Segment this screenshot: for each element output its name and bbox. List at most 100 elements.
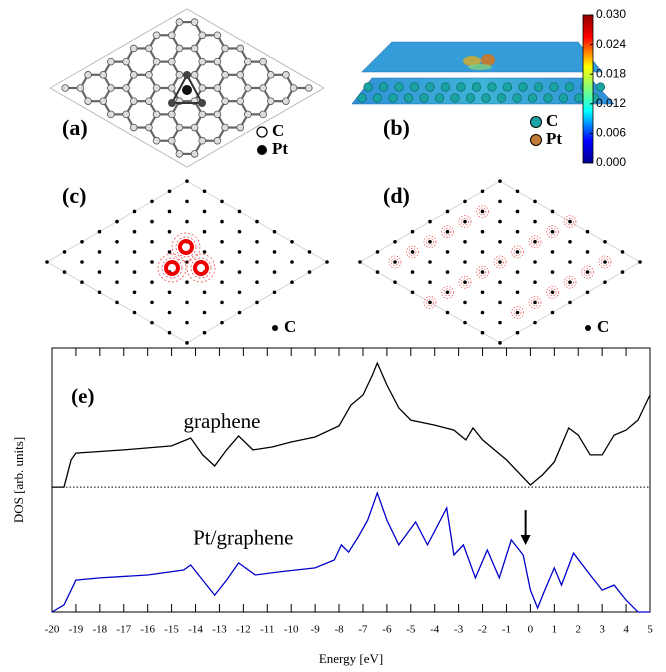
atom-dot bbox=[185, 179, 189, 183]
atom bbox=[199, 58, 206, 65]
atom bbox=[191, 19, 198, 26]
atom-dot bbox=[98, 291, 102, 295]
atom-dot bbox=[481, 250, 485, 254]
atom-dot bbox=[185, 341, 189, 345]
c-atom bbox=[534, 83, 543, 92]
atom bbox=[77, 85, 84, 92]
atom-dot bbox=[168, 311, 172, 315]
contour bbox=[180, 241, 192, 253]
atom-dot bbox=[185, 220, 189, 224]
x-tick-label: -20 bbox=[45, 624, 60, 636]
atom-dot bbox=[220, 200, 224, 204]
atom-dot bbox=[358, 260, 362, 264]
plot-frame bbox=[52, 348, 650, 612]
panel-label: (d) bbox=[383, 183, 410, 208]
atom-dot bbox=[446, 291, 450, 295]
figure: (a) C Pt (b) C Pt (c) C (d) C -20-19-18-… bbox=[0, 0, 666, 672]
c-atom bbox=[596, 83, 605, 92]
x-tick-label: 0 bbox=[528, 624, 534, 636]
c-atom bbox=[420, 94, 429, 103]
atom bbox=[191, 151, 198, 158]
atom-dot bbox=[255, 240, 259, 244]
atom-dot bbox=[586, 291, 590, 295]
annotation: Pt/graphene bbox=[193, 526, 293, 550]
atom-dot bbox=[516, 189, 520, 193]
x-tick-label: -6 bbox=[382, 624, 392, 636]
atom bbox=[191, 71, 198, 78]
atom-dot bbox=[115, 220, 119, 224]
atom bbox=[153, 32, 160, 39]
atom bbox=[222, 45, 229, 52]
arrow-head bbox=[521, 535, 531, 545]
x-tick-label: -13 bbox=[212, 624, 227, 636]
c-atom bbox=[559, 94, 568, 103]
atom-dot bbox=[586, 250, 590, 254]
legend-marker bbox=[272, 325, 278, 331]
atom-dot bbox=[516, 270, 520, 274]
atom-dot bbox=[220, 240, 224, 244]
legend-marker bbox=[257, 127, 267, 137]
atom-dot bbox=[463, 200, 467, 204]
x-axis-label: Energy [eV] bbox=[319, 651, 383, 666]
structure-panels bbox=[45, 9, 642, 345]
c-atom bbox=[544, 94, 553, 103]
atom-dot bbox=[63, 250, 67, 254]
atom-dot bbox=[516, 210, 520, 214]
atom-dot bbox=[63, 270, 67, 274]
atom-dot bbox=[150, 220, 154, 224]
x-tick-label: -4 bbox=[430, 624, 440, 636]
atom-dot bbox=[290, 240, 294, 244]
atom-dot bbox=[203, 210, 207, 214]
atom-dot bbox=[133, 311, 137, 315]
atom-dot bbox=[133, 291, 137, 295]
atom-dot bbox=[568, 220, 572, 224]
atom-dot bbox=[551, 291, 555, 295]
legend-text: Pt bbox=[272, 139, 288, 158]
legend-text: C bbox=[284, 317, 296, 336]
atom bbox=[237, 124, 244, 131]
atom-dot bbox=[533, 240, 537, 244]
atom bbox=[290, 85, 297, 92]
atom-dot bbox=[428, 301, 432, 305]
atom-dot bbox=[376, 270, 380, 274]
c-atom bbox=[482, 94, 491, 103]
x-tick-label: -11 bbox=[260, 624, 274, 636]
legend-text: C bbox=[597, 317, 609, 336]
atom bbox=[267, 98, 274, 105]
c-atom bbox=[379, 83, 388, 92]
atom-dot bbox=[376, 250, 380, 254]
atom-dot bbox=[308, 250, 312, 254]
atom-dot bbox=[238, 230, 242, 234]
atom bbox=[214, 111, 221, 118]
c-atom bbox=[451, 94, 460, 103]
atom-dot bbox=[220, 321, 224, 325]
atom bbox=[198, 99, 206, 107]
atom-dot bbox=[481, 291, 485, 295]
atom-dot bbox=[446, 311, 450, 315]
atom bbox=[62, 85, 69, 92]
legend-text: C bbox=[546, 111, 558, 130]
atom-dot bbox=[516, 291, 520, 295]
atom bbox=[244, 58, 251, 65]
atom bbox=[305, 85, 312, 92]
atom-dot bbox=[168, 250, 172, 254]
c-atom bbox=[503, 83, 512, 92]
atom bbox=[168, 58, 175, 65]
atom bbox=[222, 71, 229, 78]
x-tick-label: -1 bbox=[502, 624, 511, 636]
atom bbox=[199, 137, 206, 144]
panel-label: (a) bbox=[62, 115, 88, 140]
contour bbox=[195, 262, 207, 274]
atom bbox=[260, 85, 267, 92]
atom-dot bbox=[238, 270, 242, 274]
atom-dot bbox=[551, 210, 555, 214]
atom bbox=[168, 111, 175, 118]
x-tick-label: -10 bbox=[284, 624, 299, 636]
dos-curve bbox=[52, 493, 650, 612]
atom-dot bbox=[463, 301, 467, 305]
atom bbox=[123, 85, 130, 92]
c-atom bbox=[575, 94, 584, 103]
colorbar-tick-label: 0.000 bbox=[596, 155, 626, 169]
legend-marker bbox=[585, 325, 591, 331]
atom bbox=[176, 124, 183, 131]
